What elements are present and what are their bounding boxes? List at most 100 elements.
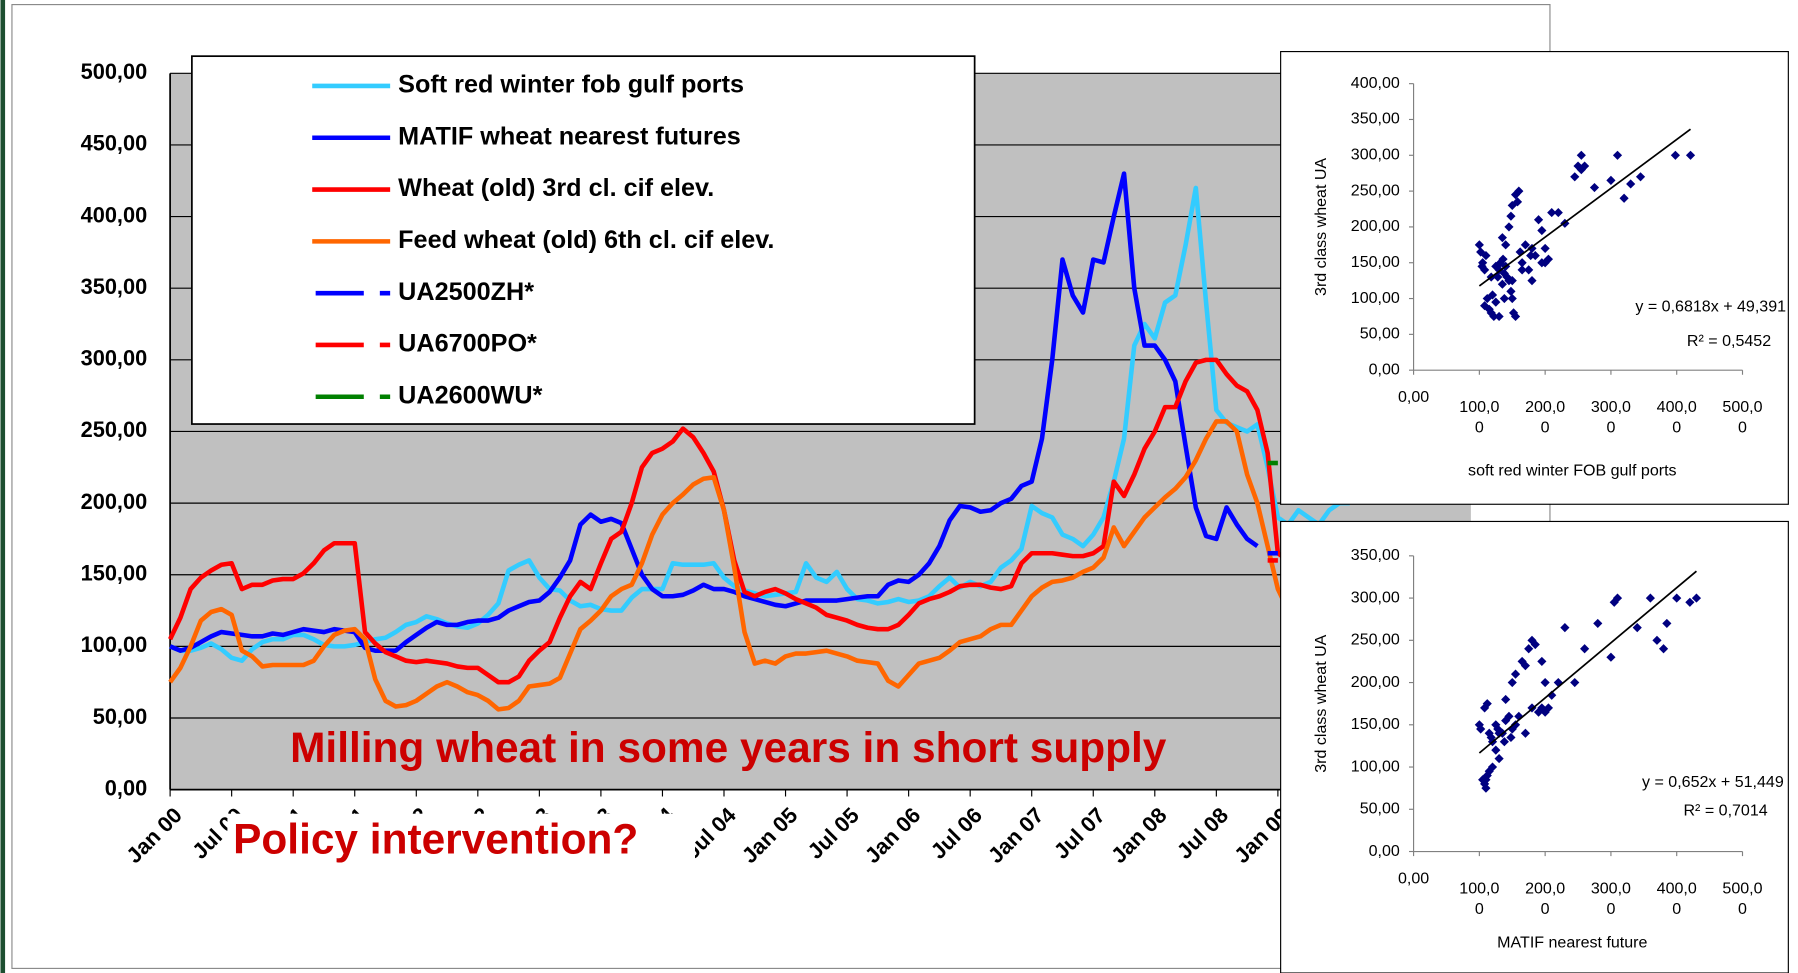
legend-label: Feed wheat (old) 6th cl. cif elev. [398, 226, 774, 254]
y-tick-label: 300,00 [1351, 588, 1400, 606]
scatter-point [1530, 250, 1540, 261]
scatter-point [1576, 150, 1586, 160]
x-tick-label: 400,0 0 [1657, 398, 1697, 437]
y-tick-label: 250,00 [1351, 181, 1400, 199]
scatter-point [1547, 690, 1557, 700]
page-edge [0, 0, 6, 973]
y-tick-label: 150,00 [1351, 253, 1400, 271]
scatter-point [1474, 240, 1484, 250]
y-tick-label: 100,00 [1351, 289, 1400, 307]
x-tick-label: 0,00 [1398, 869, 1429, 887]
scatter-point [1540, 243, 1550, 253]
scatter-point [1512, 197, 1523, 207]
legend-label: Soft red winter fob gulf ports [398, 71, 744, 99]
scatter-point [1662, 618, 1672, 629]
scatter-point [1670, 150, 1680, 160]
y-tick-label: 250,00 [1351, 631, 1400, 649]
scatter-point [1510, 311, 1521, 322]
scatter-point [1507, 293, 1517, 304]
scatter-point [1520, 240, 1530, 250]
y-tick-label: 0,00 [1369, 842, 1400, 860]
scatter-point [1487, 762, 1498, 772]
r-squared: R² = 0,5452 [1687, 332, 1771, 350]
x-tick-label: 500,0 0 [1722, 398, 1762, 437]
x-tick-label: 500,0 0 [1722, 880, 1762, 919]
y-tick-label: 400,00 [81, 202, 148, 227]
scatter-point [1494, 311, 1504, 322]
scatter-point [1476, 724, 1486, 734]
y-tick-label: 200,00 [1351, 673, 1400, 691]
scatter-point [1497, 233, 1507, 243]
y-tick-label: 100,00 [81, 632, 148, 657]
scatter-point [1506, 286, 1516, 296]
scatter-point [1507, 276, 1517, 286]
scatter-point [1626, 179, 1636, 189]
annotation: Milling wheat in some years in short sup… [290, 724, 1167, 771]
scatter-point [1487, 290, 1498, 300]
y-tick-label: 0,00 [1369, 360, 1400, 378]
y-tick-label: 200,00 [1351, 217, 1400, 235]
y-tick-label: 50,00 [93, 704, 147, 729]
y-tick-label: 300,00 [1351, 146, 1400, 164]
scatter-point [1635, 172, 1646, 182]
scatter-point [1632, 623, 1642, 633]
y-tick-label: 300,00 [81, 346, 148, 371]
scatter-point [1526, 250, 1536, 261]
scatter-point [1645, 593, 1655, 603]
x-tick-label: 200,0 0 [1525, 398, 1565, 437]
scatter-point [1612, 593, 1623, 603]
scatter-point [1514, 186, 1524, 196]
scatter-point [1510, 720, 1521, 730]
scatter-point [1501, 240, 1511, 250]
scatter-point [1547, 208, 1557, 218]
y-tick-label: 450,00 [81, 131, 148, 156]
scatter-point [1510, 669, 1521, 679]
scatter-point [1593, 618, 1603, 629]
scatter-point [1553, 208, 1563, 218]
scatter-point [1540, 677, 1550, 688]
scatter-point [1606, 652, 1616, 662]
scatter-point [1489, 311, 1499, 322]
y-tick-label: 50,00 [1360, 325, 1400, 343]
scatter-point [1619, 193, 1629, 203]
scatter-point [1491, 745, 1501, 755]
scatter-point [1481, 250, 1491, 261]
scatter-point [1502, 272, 1512, 282]
scatter-point [1658, 644, 1669, 654]
inset-frame [1280, 520, 1789, 973]
y-tick-label: 250,00 [81, 417, 148, 442]
scatter-point [1672, 593, 1682, 603]
trendline-equation: y = 0,6818x + 49,391 [1635, 297, 1786, 315]
inset-frame [1280, 50, 1789, 505]
legend-label: UA2500ZH* [398, 278, 534, 306]
scatter-point [1481, 775, 1491, 785]
y-tick-label: 150,00 [81, 560, 148, 585]
scatter-point [1543, 703, 1554, 713]
scatter-point [1570, 677, 1580, 688]
scatter-point [1685, 597, 1695, 607]
legend-label: UA2600WU* [398, 381, 542, 409]
trendline [1478, 570, 1697, 754]
y-axis-title: 3rd class wheat UA [1312, 158, 1330, 296]
r-squared: R² = 0,7014 [1683, 802, 1767, 820]
y-tick-label: 350,00 [1351, 546, 1400, 564]
scatter-point [1652, 635, 1662, 645]
y-tick-label: 500,00 [81, 59, 148, 84]
x-tick-label: 0,00 [1398, 388, 1429, 406]
scatter-point [1560, 623, 1570, 633]
y-tick-label: 350,00 [1351, 110, 1400, 128]
x-tick-label: 200,0 0 [1525, 880, 1565, 919]
scatter-point [1691, 593, 1702, 603]
scatter-point [1491, 720, 1501, 730]
scatter-point [1580, 161, 1590, 171]
scatter-point [1570, 172, 1580, 182]
scatter-point [1482, 699, 1492, 709]
x-axis-title: MATIF nearest future [1497, 933, 1647, 951]
scatter-point [1507, 677, 1517, 688]
x-tick-label: 100,0 0 [1459, 880, 1499, 919]
legend-label: Wheat (old) 3rd cl. cif elev. [398, 174, 714, 202]
scatter-point [1543, 254, 1554, 264]
trendline-equation: y = 0,652x + 51,449 [1642, 773, 1784, 791]
